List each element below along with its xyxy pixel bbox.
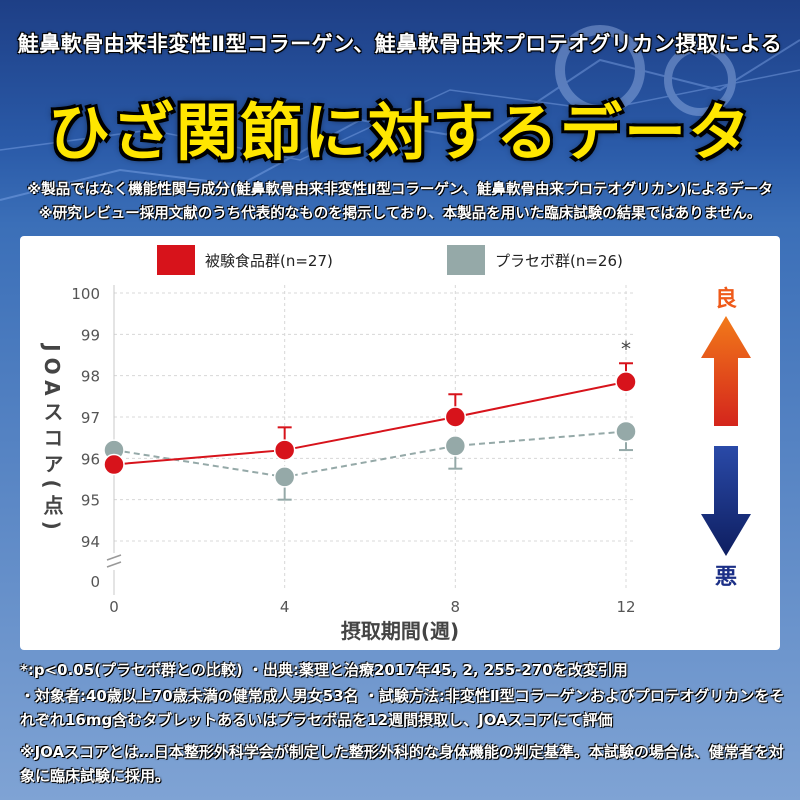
y-tick-label: 98	[81, 368, 100, 386]
bad-label: 悪	[715, 565, 737, 590]
y-tick-label: 97	[81, 409, 100, 427]
y-axis-label: JOAスコア(点)	[40, 342, 64, 536]
legend-item-placebo: プラセボ群(n=26)	[447, 244, 623, 276]
disclaimer-note-1: ※製品ではなく機能性関与成分(鮭鼻軟骨由来非変性Ⅱ型コラーゲン、鮭鼻軟骨由来プロ…	[27, 182, 773, 198]
axis-break-mark	[106, 554, 122, 561]
significance-marker: *	[621, 337, 631, 361]
background-graph-decoration	[0, 25, 800, 201]
header-subtitle: 鮭鼻軟骨由来非変性Ⅱ型コラーゲン、鮭鼻軟骨由来プロテオグリカン摂取による	[17, 32, 783, 56]
legend-swatch-test	[157, 245, 195, 275]
data-point	[103, 453, 125, 476]
y-tick-label: 94	[81, 533, 100, 551]
chart-panel	[20, 236, 780, 650]
data-point	[615, 420, 637, 443]
axis-break-mark	[106, 561, 122, 568]
bad-arrow-icon: 悪	[701, 446, 751, 590]
x-tick-label: 4	[280, 598, 290, 616]
data-point	[615, 371, 637, 393]
data-point	[273, 466, 296, 488]
footer-source: *:p<0.05(プラセボ群との比較) ・出典:薬理と治療2017年45, 2,…	[20, 661, 628, 679]
legend-swatch-placebo	[447, 245, 485, 275]
legend-item-test: 被験食品群(n=27)	[157, 244, 333, 276]
x-axis-label: 摂取期間(週)	[341, 619, 459, 643]
legend-label-placebo: プラセボ群(n=26)	[495, 251, 623, 270]
data-point	[444, 435, 467, 457]
legend-label-test: 被験食品群(n=27)	[205, 251, 333, 270]
good-arrow-icon: 良	[701, 286, 751, 426]
y-tick-label: 0	[90, 573, 100, 591]
data-point	[444, 406, 467, 428]
series-line	[113, 380, 627, 466]
y-tick-label: 95	[81, 492, 100, 510]
good-label: 良	[715, 286, 737, 312]
footer-method: ・対象者:40歳以上70歳未満の健常成人男女53名 ・試験方法:非変性Ⅱ型コラー…	[20, 687, 785, 729]
data-point	[273, 439, 296, 461]
page-title: ひざ関節に対するデータ	[47, 96, 752, 169]
series-line	[113, 430, 627, 478]
y-tick-label: 99	[81, 326, 100, 344]
y-tick-label: 96	[81, 450, 100, 468]
x-tick-label: 0	[109, 598, 119, 616]
y-tick-label: 100	[71, 285, 100, 303]
footer-joa-definition: ※JOAスコアとは…日本整形外科学会が制定した整形外科的な身体機能の判定基準。本…	[20, 743, 784, 785]
x-tick-label: 12	[616, 598, 635, 616]
disclaimer-note-2: ※研究レビュー採用文献のうち代表的なものを掲示しており、本製品を用いた臨床試験の…	[38, 206, 762, 222]
x-tick-label: 8	[451, 598, 461, 616]
